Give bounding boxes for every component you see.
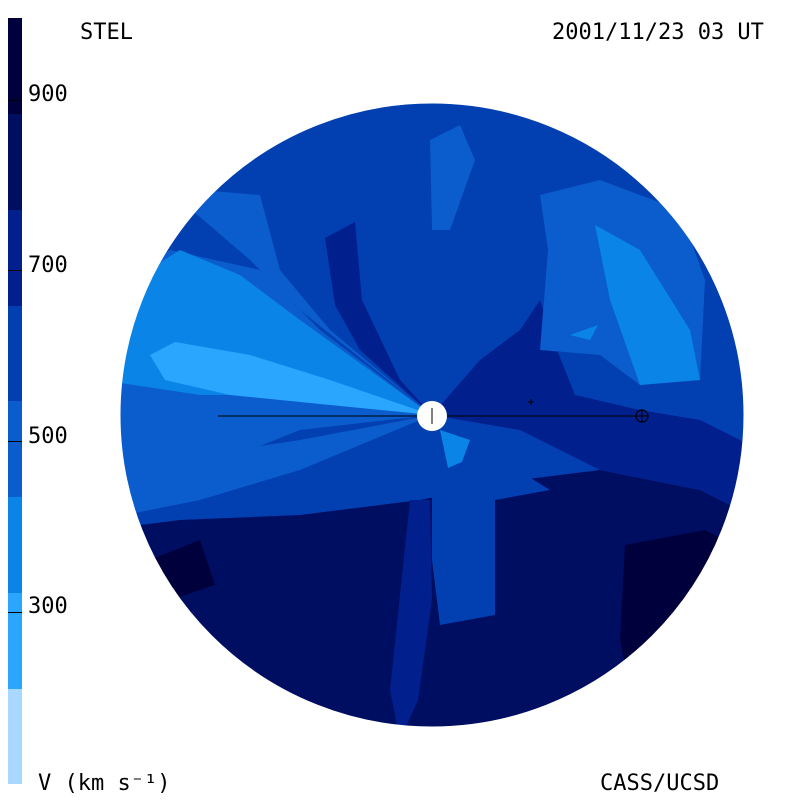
velocity-colorbar <box>8 18 22 785</box>
colorbar-tick-700 <box>8 270 22 271</box>
spacecraft-marker <box>528 399 534 405</box>
colorbar-segment <box>8 209 22 306</box>
region-north-west-band <box>120 170 432 415</box>
colorbar-segment <box>8 688 22 785</box>
colorbar-label-300: 300 <box>28 594 68 619</box>
earth-symbol <box>635 409 649 423</box>
region-south-light-streak <box>440 430 470 468</box>
colorbar-label-700: 700 <box>28 253 68 278</box>
colorbar-label-500: 500 <box>28 424 68 449</box>
region-south-tongue <box>432 420 550 625</box>
credit-label: CASS/UCSD <box>600 771 720 796</box>
colorbar-segment <box>8 305 22 402</box>
region-north-finger <box>325 222 432 415</box>
region-south-east-dark <box>620 530 744 727</box>
colorbar-segment <box>8 496 22 593</box>
instrument-title: STEL <box>80 20 133 45</box>
colorbar-segment <box>8 18 22 114</box>
region-south-lane <box>390 500 432 727</box>
colorbar-tick-300 <box>8 612 22 613</box>
region-east-band <box>432 300 744 520</box>
region-east-light-sliver <box>570 325 598 340</box>
colorbar-tick-500 <box>8 441 22 442</box>
colorbar-segment <box>8 592 22 689</box>
colorbar-segment <box>8 113 22 210</box>
colorbar-units-label: V (km s⁻¹) <box>38 771 171 796</box>
region-west-lightest <box>150 342 432 415</box>
region-west-lower <box>120 415 432 520</box>
colorbar-label-900: 900 <box>28 82 68 107</box>
region-north-patch <box>430 125 475 230</box>
timestamp: 2001/11/23 03 UT <box>552 20 764 45</box>
disk-outline <box>119 102 745 728</box>
colorbar-tick-900 <box>8 100 22 101</box>
region-east-light <box>595 225 700 385</box>
colorbar-segment <box>8 401 22 497</box>
